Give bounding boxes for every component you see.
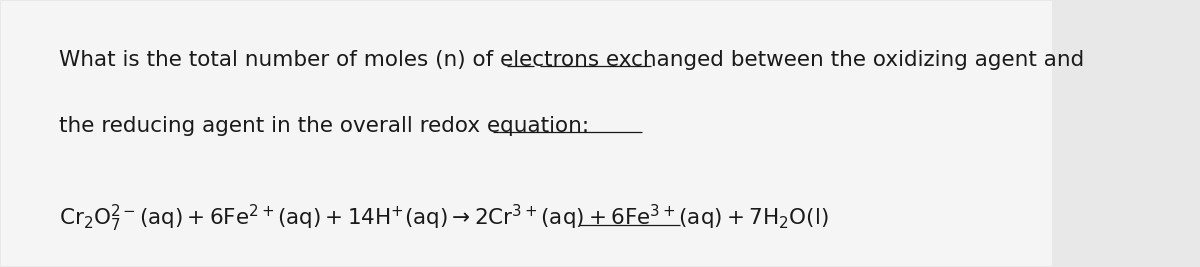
Text: What is the total number of moles (n) of electrons exchanged between the oxidizi: What is the total number of moles (n) of… — [59, 49, 1085, 69]
FancyBboxPatch shape — [1, 1, 1052, 266]
Text: the reducing agent in the overall redox equation:: the reducing agent in the overall redox … — [59, 116, 589, 136]
Text: $\mathregular{Cr_2O_7^{2-}(aq) + 6Fe^{2+}(aq) + 14H^{+}(aq)\rightarrow 2Cr^{3+}(: $\mathregular{Cr_2O_7^{2-}(aq) + 6Fe^{2+… — [59, 202, 829, 234]
